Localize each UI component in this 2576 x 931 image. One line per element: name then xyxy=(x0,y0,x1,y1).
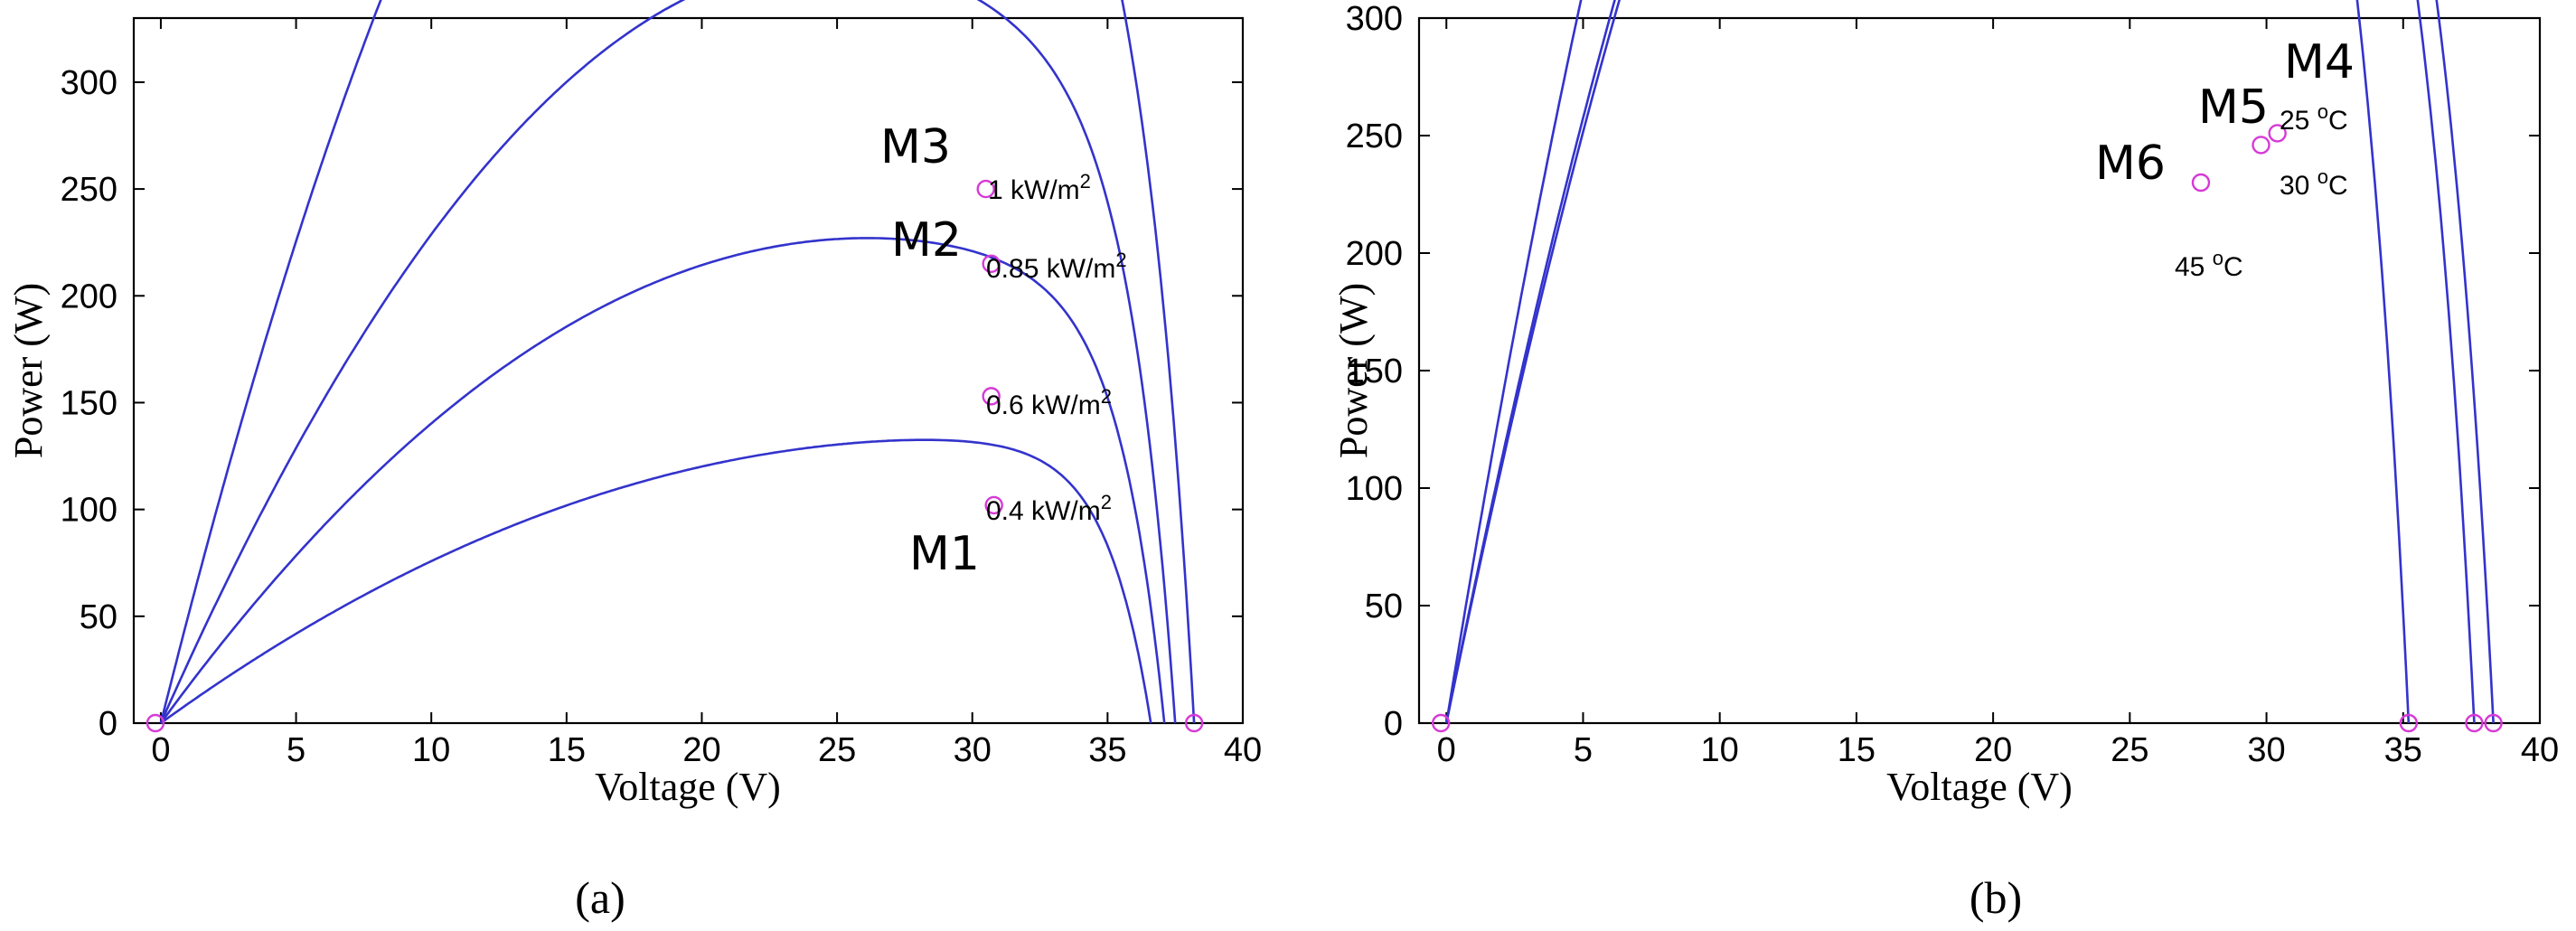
panel-b-mpp-marker-1 xyxy=(2252,136,2270,155)
panel-a-endpoint-marker-1 xyxy=(1184,713,1204,733)
panel-b-mpp-label-m6: M6 xyxy=(2095,136,2166,191)
panel-a-mpp-marker-2 xyxy=(982,387,1001,406)
panel-b-ytick-label: 150 xyxy=(1346,353,1403,390)
panel-b-caption: (b) xyxy=(1970,872,2022,923)
panel-a-mpp-marker-1 xyxy=(982,254,1001,274)
panel-b-ytick-label: 100 xyxy=(1346,470,1403,508)
panel-b-endpoint-marker-3 xyxy=(2484,713,2503,733)
panel-a-xtick-label: 20 xyxy=(682,731,720,769)
panel-a-ytick-label: 50 xyxy=(80,598,118,636)
panel-b-ytick-label: 50 xyxy=(1365,588,1403,625)
panel-a-mpp-label-m2: M2 xyxy=(891,213,962,268)
panel-b-axes-box xyxy=(1417,16,2542,725)
panel-b-xtick-label: 35 xyxy=(2384,731,2422,769)
panel-a-xtick-label: 15 xyxy=(548,731,586,769)
panel-b-ytick-label: 250 xyxy=(1346,118,1403,155)
panel-b-xtick-label: 30 xyxy=(2247,731,2285,769)
panel-b-mpp-label-m4: M4 xyxy=(2284,35,2355,89)
panel-a-xtick-label: 40 xyxy=(1224,731,1262,769)
panel-b-xtick-label: 40 xyxy=(2521,731,2559,769)
panel-b-xtick-label: 20 xyxy=(1974,731,2012,769)
panel-a-endpoint-marker-0 xyxy=(146,713,165,733)
panel-b-curve-label-25c: 25 oC xyxy=(2280,100,2348,136)
panel-a-series-line-2 xyxy=(159,237,1166,724)
panel-a-ytick-label: 150 xyxy=(61,384,118,422)
panel-a-series-line-1 xyxy=(159,0,1177,724)
panel-a-axes-box xyxy=(132,16,1245,725)
panel-b-xtick-label: 5 xyxy=(1574,731,1593,769)
panel-a-ytick-label: 0 xyxy=(99,705,118,743)
panel-a-series-line-0 xyxy=(159,0,1196,724)
panel-b-endpoint-marker-0 xyxy=(1431,713,1451,733)
panel-b-xtick-label: 15 xyxy=(1838,731,1876,769)
panel-b-endpoint-marker-2 xyxy=(2465,713,2484,733)
panel-a-curve-label-085kw: 0.85 kW/m2 xyxy=(986,249,1127,284)
panel-a-curve-label-04kw: 0.4 kW/m2 xyxy=(986,491,1112,526)
panel-b-markers xyxy=(1431,124,2503,733)
panel-a-ticks: 0 5 10 15 20 25 30 35 40 0 50 100 150 200 250 300 xyxy=(61,18,1262,769)
panel-b-ytick-label: 0 xyxy=(1384,705,1403,743)
panel-a-series-line-3 xyxy=(160,438,1152,725)
panel-a-ylabel: Power (W) xyxy=(6,283,51,458)
panel-a-mpp-marker-3 xyxy=(984,495,1003,515)
panel-a-caption: (a) xyxy=(575,872,625,923)
panel-a-xtick-label: 10 xyxy=(412,731,450,769)
panel-b-ytick-label: 200 xyxy=(1346,235,1403,273)
panel-b-ticks: 0 5 10 15 20 25 30 35 40 0 50 100 150 200 250 300 xyxy=(1346,0,2560,769)
panel-a-ytick-label: 250 xyxy=(61,171,118,209)
panel-b: 0 5 10 15 20 25 30 35 40 0 50 100 150 200 250 300 Volta… xyxy=(1331,0,2559,923)
panel-a-markers xyxy=(146,179,1204,733)
panel-b-ytick-label: 300 xyxy=(1346,0,1403,38)
panel-a-mpp-marker-0 xyxy=(976,179,995,199)
panel-a-xlabel: Voltage (V) xyxy=(595,765,781,809)
panel-a-xtick-label: 25 xyxy=(818,731,856,769)
panel-a-curve-label-1kw: 1 kW/m2 xyxy=(988,170,1091,205)
panel-b-mpp-marker-2 xyxy=(2191,173,2211,193)
panel-a-mpp-label-m3: M3 xyxy=(880,120,951,174)
panel-a-ytick-label: 100 xyxy=(61,492,118,530)
panel-a-curves xyxy=(159,0,1196,725)
panel-b-curve-label-45c: 45 oC xyxy=(2175,247,2243,282)
panel-b-mpp-marker-0 xyxy=(2268,124,2287,143)
panel-a-xtick-label: 30 xyxy=(954,731,992,769)
panel-a-ytick-label: 200 xyxy=(61,277,118,315)
panel-a-xtick-label: 5 xyxy=(287,731,306,769)
panel-b-mpp-label-m5: M5 xyxy=(2198,80,2269,135)
panel-a-ytick-label: 300 xyxy=(61,64,118,102)
panel-a-xtick-label: 35 xyxy=(1088,731,1126,769)
panel-b-endpoint-marker-1 xyxy=(2399,713,2419,733)
panel-b-xtick-label: 10 xyxy=(1701,731,1739,769)
panel-a-curve-label-06kw: 0.6 kW/m2 xyxy=(986,385,1112,420)
panel-b-curve-label-30c: 30 oC xyxy=(2280,165,2348,201)
panel-a-xtick-label: 0 xyxy=(151,731,170,769)
panel-b-xtick-label: 25 xyxy=(2111,731,2148,769)
panel-a-mpp-label-m1: M1 xyxy=(909,527,980,581)
panel-b-xlabel: Voltage (V) xyxy=(1886,765,2073,809)
panel-b-xtick-label: 0 xyxy=(1437,731,1456,769)
panel-a: 0 5 10 15 20 25 30 35 40 0 50 100 150 200 250 300 Volta… xyxy=(6,0,1262,923)
panel-b-ylabel: Power (W) xyxy=(1331,283,1376,458)
